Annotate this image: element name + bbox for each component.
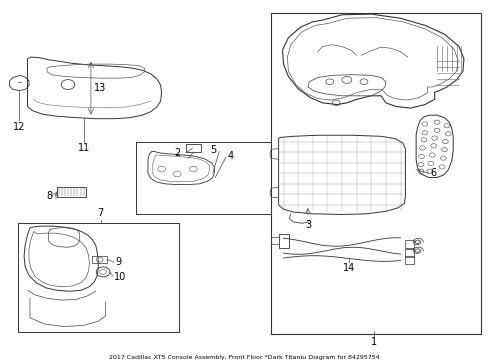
- Text: 10: 10: [114, 272, 126, 282]
- Bar: [92, 256, 107, 263]
- Bar: [185, 144, 200, 152]
- Bar: [57, 187, 86, 197]
- Bar: [18, 223, 178, 332]
- Text: 1: 1: [370, 337, 376, 347]
- Text: 13: 13: [94, 83, 106, 93]
- Bar: [278, 234, 289, 248]
- Text: 7: 7: [97, 208, 103, 219]
- Text: 4: 4: [227, 151, 233, 161]
- Text: 3: 3: [304, 220, 310, 230]
- Text: 11: 11: [77, 143, 89, 153]
- Bar: [271, 13, 480, 334]
- Bar: [405, 249, 413, 257]
- Text: 14: 14: [343, 263, 355, 273]
- Bar: [136, 141, 271, 214]
- Text: 5: 5: [210, 145, 216, 156]
- Text: 8: 8: [47, 191, 53, 201]
- Bar: [405, 240, 413, 248]
- Text: 12: 12: [13, 122, 25, 132]
- Bar: [405, 256, 413, 264]
- Text: 2: 2: [174, 148, 180, 158]
- Text: 9: 9: [115, 257, 121, 267]
- Text: 2017 Cadillac XT5 Console Assembly, Front Floor *Dark Titaniu Diagram for 842957: 2017 Cadillac XT5 Console Assembly, Fron…: [109, 355, 379, 360]
- Text: 6: 6: [430, 168, 436, 178]
